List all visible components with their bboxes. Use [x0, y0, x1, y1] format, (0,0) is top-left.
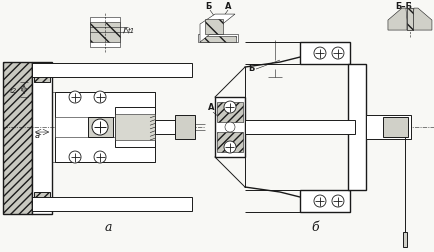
Circle shape [94, 92, 106, 104]
Text: Б: Б [205, 2, 211, 11]
Circle shape [69, 92, 81, 104]
Text: t1: t1 [128, 28, 135, 34]
Text: t2: t2 [9, 88, 16, 94]
Bar [32, 197, 192, 211]
Bar [217, 133, 243, 152]
Circle shape [224, 102, 236, 114]
Text: A: A [225, 2, 231, 11]
Polygon shape [200, 15, 235, 43]
Circle shape [69, 151, 81, 163]
Bar [300, 190, 350, 212]
Bar [3, 63, 32, 214]
Text: a: a [104, 220, 112, 233]
Bar [155, 120, 177, 135]
Circle shape [224, 141, 236, 153]
Bar [245, 120, 355, 135]
Bar [115, 115, 155, 140]
Circle shape [314, 48, 326, 60]
Bar [175, 116, 195, 139]
Bar [205, 20, 223, 35]
Bar [55, 93, 155, 162]
Bar [403, 232, 407, 247]
Circle shape [92, 119, 108, 136]
Bar [300, 43, 350, 65]
Bar [366, 116, 411, 139]
Bar [217, 103, 243, 122]
Circle shape [332, 48, 344, 60]
Bar [115, 108, 155, 147]
Circle shape [332, 195, 344, 207]
Bar [55, 118, 115, 138]
Bar [34, 65, 50, 83]
Text: б: б [311, 220, 319, 233]
Bar [407, 9, 413, 31]
Bar [90, 23, 120, 43]
Circle shape [225, 122, 235, 133]
Text: Б–Б: Б–Б [395, 2, 412, 11]
Bar [198, 35, 238, 43]
Bar [34, 192, 50, 210]
Bar [407, 9, 413, 31]
Bar [32, 64, 192, 78]
Bar [348, 65, 366, 190]
Bar [90, 18, 120, 48]
Circle shape [94, 151, 106, 163]
Bar [215, 98, 245, 158]
Polygon shape [388, 9, 407, 31]
Bar [88, 118, 113, 138]
Polygon shape [413, 9, 432, 31]
Bar [32, 63, 52, 214]
Bar [200, 37, 236, 43]
Text: A: A [208, 103, 214, 112]
Bar [383, 118, 408, 138]
Text: Б: Б [248, 64, 254, 73]
Text: a: a [35, 131, 40, 139]
Circle shape [314, 195, 326, 207]
